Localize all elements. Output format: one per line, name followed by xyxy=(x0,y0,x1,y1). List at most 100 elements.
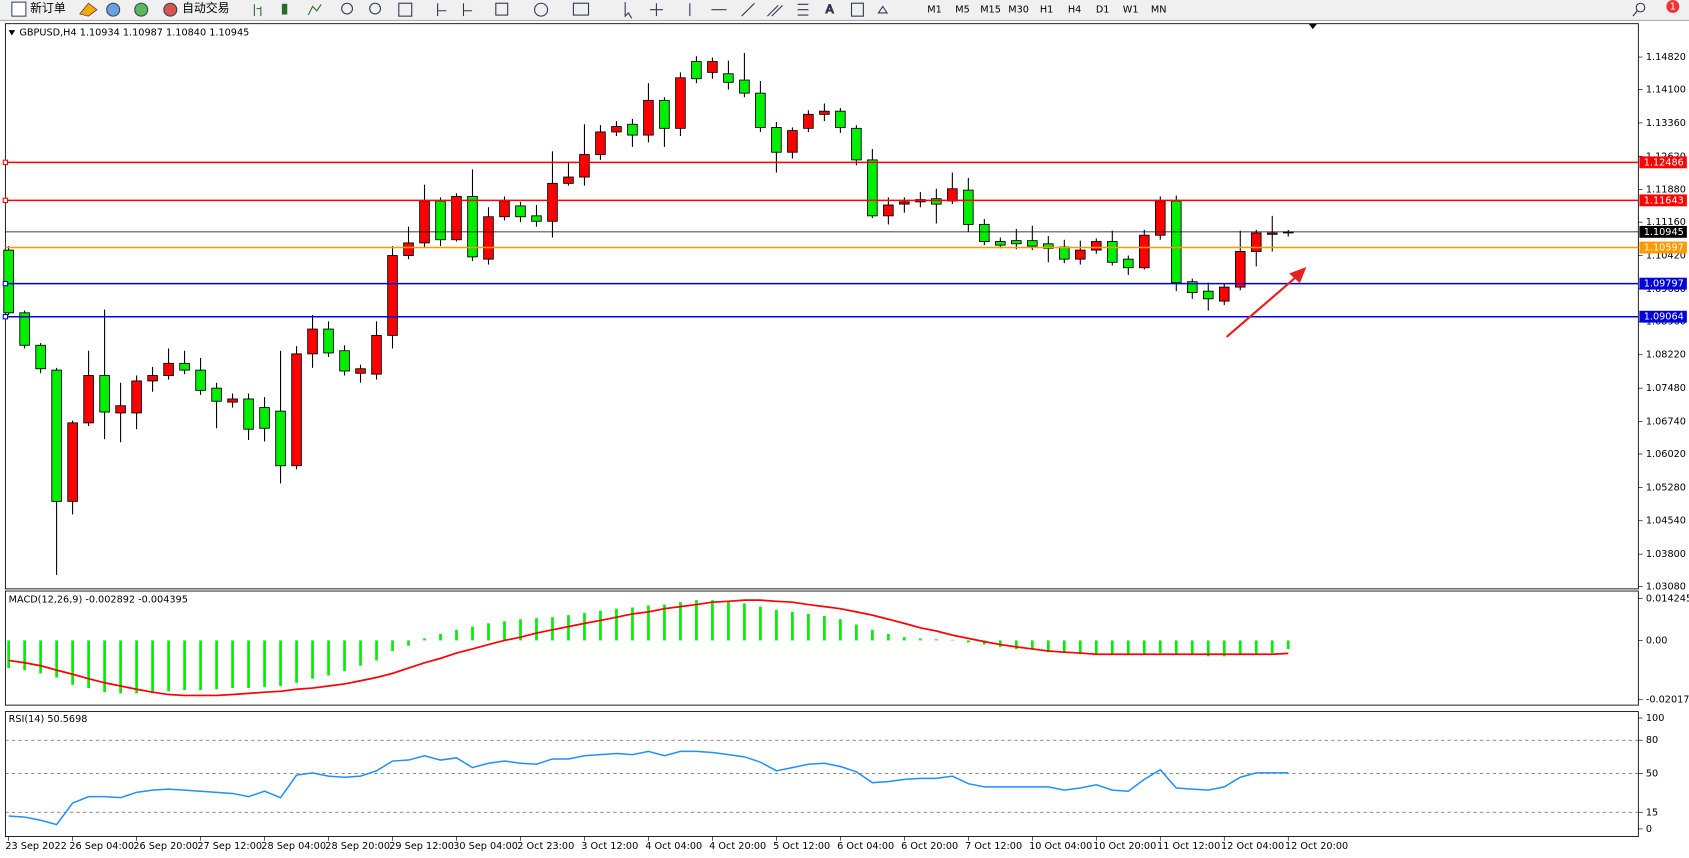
candle-body xyxy=(579,154,590,178)
candle-body xyxy=(1250,232,1262,252)
y-tick-label: 0 xyxy=(1646,824,1652,835)
candle-body xyxy=(67,422,78,502)
candle-body xyxy=(19,312,30,346)
y-tick-label: 1.11160 xyxy=(1646,217,1686,228)
toolbar: 新订单 自动交易 A xyxy=(0,0,1689,21)
channel[interactable] xyxy=(767,5,783,17)
candle-body xyxy=(115,405,126,414)
x-tick-label: 4 Oct 04:00 xyxy=(645,841,702,852)
new-order-icon[interactable] xyxy=(11,1,27,17)
price-label: 1.10597 xyxy=(1644,243,1684,254)
candle-body xyxy=(435,200,446,241)
search-icon-handle xyxy=(1632,10,1638,17)
candle-body xyxy=(931,198,942,205)
chart-shift[interactable] xyxy=(462,3,473,17)
x-tick-label: 10 Oct 20:00 xyxy=(1093,841,1156,852)
y-tick-label: 1.10420 xyxy=(1646,251,1686,262)
candle-body xyxy=(371,334,382,375)
auto-trade-icon[interactable] xyxy=(163,2,178,17)
candle-body xyxy=(1218,286,1230,302)
chart-type-icons[interactable] xyxy=(253,3,322,17)
price-label-bg xyxy=(1639,310,1687,323)
timeframe-button[interactable]: H1 xyxy=(1040,5,1053,16)
trendline[interactable] xyxy=(741,2,755,17)
new-order-button[interactable]: 新订单 xyxy=(30,1,66,15)
candle-body xyxy=(611,126,622,133)
cursor[interactable] xyxy=(624,2,633,19)
timeframe-button[interactable]: M30 xyxy=(1008,5,1029,16)
candle-chart-icon[interactable] xyxy=(281,3,288,15)
text-tool[interactable]: A xyxy=(825,2,834,17)
fibonacci[interactable] xyxy=(797,3,809,16)
indicators[interactable] xyxy=(495,2,509,16)
arrows-tool[interactable] xyxy=(877,5,889,14)
templates[interactable] xyxy=(572,2,590,16)
y-tick-label: 1.03080 xyxy=(1646,582,1686,593)
timeframe-button[interactable]: D1 xyxy=(1096,5,1110,16)
rsi-title: RSI(14) 50.5698 xyxy=(9,714,88,725)
candle-body xyxy=(643,99,654,136)
y-tick-label: 1.08220 xyxy=(1646,350,1686,361)
zoom-in[interactable] xyxy=(341,2,353,15)
rsi-panel xyxy=(4,711,1639,837)
candle-body xyxy=(1075,249,1086,260)
search-icon[interactable] xyxy=(1635,2,1646,13)
label-tool[interactable] xyxy=(850,2,864,17)
y-tick-label: 1.11880 xyxy=(1646,185,1686,196)
timeframe-button[interactable]: H4 xyxy=(1068,5,1081,16)
auto-scroll[interactable] xyxy=(437,3,447,17)
y-tick-label: 100 xyxy=(1646,713,1665,724)
candle-body xyxy=(163,362,174,376)
auto-trade-button[interactable]: 自动交易 xyxy=(182,1,229,15)
timeframe-button[interactable]: W1 xyxy=(1123,5,1139,16)
candle-body xyxy=(979,223,990,242)
candle-body xyxy=(547,182,558,222)
candle-body xyxy=(1202,290,1214,300)
macd-panel xyxy=(4,590,1639,706)
zoom-icons[interactable] xyxy=(341,2,413,17)
timeframes: M1 M5 M15 M30 H1 H4 D1 W1 MN xyxy=(927,5,1166,16)
candle-body xyxy=(35,344,46,370)
y-tick-label: 0.00 xyxy=(1646,635,1668,646)
x-tick-label: 6 Oct 20:00 xyxy=(901,841,958,852)
y-tick-label: 50 xyxy=(1646,768,1658,779)
toolbar-bg xyxy=(0,0,1689,21)
candle-body xyxy=(1234,251,1246,288)
toolbar-icon[interactable] xyxy=(106,2,121,17)
level-handle xyxy=(2,159,9,166)
candle-body xyxy=(307,328,318,355)
timeframe-button[interactable]: M5 xyxy=(955,5,970,16)
y-tick-label: 15 xyxy=(1646,807,1658,818)
candle-body xyxy=(499,200,510,218)
crosshair[interactable] xyxy=(649,3,663,17)
timeframe-button[interactable]: M1 xyxy=(927,5,942,16)
candle-body xyxy=(595,131,606,155)
toolbar-icon[interactable] xyxy=(79,2,98,17)
timeframe-button[interactable]: MN xyxy=(1151,5,1167,16)
zoom-out[interactable] xyxy=(369,2,382,15)
x-tick-label: 6 Oct 04:00 xyxy=(837,841,894,852)
tool-icons[interactable]: A xyxy=(437,2,889,19)
y-tick-label: 0.014245 xyxy=(1646,594,1689,605)
candle-body xyxy=(819,110,830,115)
annotation-arrow xyxy=(1225,274,1299,338)
x-tick-label: 26 Sep 04:00 xyxy=(69,841,134,852)
line-chart-icon[interactable] xyxy=(307,4,322,16)
candle-body xyxy=(243,398,254,430)
candle-body xyxy=(659,99,670,129)
toolbar-icon[interactable] xyxy=(134,2,149,17)
candle-body xyxy=(467,196,478,258)
tile-windows[interactable] xyxy=(398,2,413,17)
x-tick-label: 23 Sep 2022 xyxy=(5,841,66,852)
candle-body xyxy=(755,92,766,128)
candle-body xyxy=(83,375,94,424)
price-label: 1.12486 xyxy=(1644,157,1684,168)
x-tick-label: 4 Oct 20:00 xyxy=(709,841,766,852)
notification-badge[interactable] xyxy=(1666,0,1680,13)
bar-chart-icon[interactable] xyxy=(253,4,262,17)
periods[interactable] xyxy=(534,2,549,17)
candle-body xyxy=(1266,232,1278,235)
candle-body xyxy=(355,368,366,374)
timeframe-button[interactable]: M15 xyxy=(980,5,1001,16)
shift-marker xyxy=(1308,23,1318,30)
